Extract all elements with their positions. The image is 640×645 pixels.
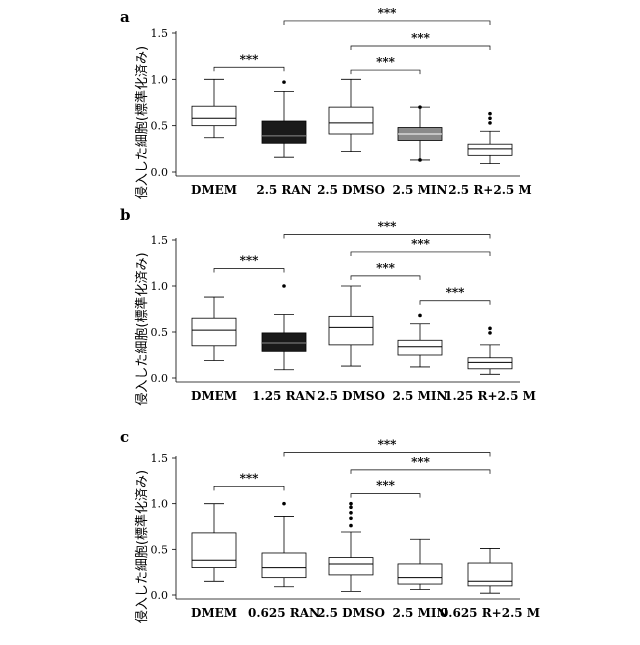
box-dmem — [192, 533, 236, 568]
significance-bracket — [351, 276, 420, 280]
significance-label: *** — [240, 254, 260, 268]
y-tick-label: 1.5 — [151, 27, 169, 40]
outlier-point — [282, 502, 286, 506]
outlier-point — [488, 116, 492, 120]
outlier-point — [418, 105, 422, 109]
outlier-point — [418, 158, 422, 162]
significance-bracket — [420, 301, 490, 305]
box-1-25-ran — [262, 333, 306, 351]
category-label: 1.25 RAN — [252, 389, 316, 403]
significance-bracket — [351, 46, 490, 50]
y-tick-label: 1.5 — [151, 234, 169, 247]
box-2-5-dmso — [329, 107, 373, 134]
significance-bracket — [351, 252, 490, 256]
significance-label: *** — [376, 261, 396, 275]
box-2-5-ran — [262, 121, 306, 143]
significance-bracket — [214, 486, 284, 490]
outlier-point — [349, 524, 353, 528]
y-tick-label: 0.5 — [151, 543, 169, 556]
significance-bracket — [214, 67, 284, 71]
y-tick-label: 0.0 — [151, 166, 169, 179]
category-label: 1.25 R+2.5 M — [444, 389, 536, 403]
significance-label: *** — [376, 479, 396, 493]
outlier-point — [488, 112, 492, 116]
box-dmem — [192, 318, 236, 346]
outlier-point — [349, 511, 353, 515]
significance-bracket — [214, 269, 284, 273]
significance-label: *** — [378, 438, 398, 452]
box-0-625-ran — [262, 553, 306, 578]
panel-letter-a: a — [120, 8, 130, 26]
box-2-5-min — [398, 340, 442, 355]
category-label: 2.5 DMSO — [317, 183, 385, 197]
outlier-point — [349, 516, 353, 520]
category-label: 0.625 RAN — [248, 606, 320, 620]
y-tick-label: 0.0 — [151, 372, 169, 385]
box-dmem — [192, 106, 236, 125]
category-label: 2.5 R+2.5 M — [448, 183, 531, 197]
significance-bracket — [284, 453, 490, 457]
y-axis-label: 侵入した細胞(標準化済み) — [134, 252, 150, 405]
significance-label: *** — [446, 286, 466, 300]
outlier-point — [349, 506, 353, 510]
outlier-point — [349, 502, 353, 506]
y-tick-label: 1.0 — [151, 280, 169, 293]
outlier-point — [282, 80, 286, 84]
significance-bracket — [351, 470, 490, 474]
significance-label: *** — [378, 219, 398, 233]
box-0-625-r-2-5-m — [468, 563, 512, 586]
category-label: 2.5 MIN — [393, 389, 448, 403]
box-2-5-r-2-5-m — [468, 144, 512, 155]
significance-label: *** — [240, 52, 260, 66]
category-label: DMEM — [191, 183, 237, 197]
outlier-point — [418, 314, 422, 318]
category-label: 2.5 MIN — [393, 183, 448, 197]
y-tick-label: 0.5 — [151, 120, 169, 133]
significance-label: *** — [378, 6, 398, 20]
y-tick-label: 1.0 — [151, 73, 169, 86]
y-tick-label: 0.5 — [151, 326, 169, 339]
panel-letter-c: c — [120, 428, 129, 446]
y-tick-label: 1.0 — [151, 498, 169, 511]
significance-bracket — [284, 234, 490, 238]
significance-label: *** — [411, 237, 431, 251]
outlier-point — [488, 121, 492, 125]
y-tick-label: 0.0 — [151, 589, 169, 602]
panel-letter-b: b — [120, 206, 131, 224]
outlier-point — [488, 331, 492, 335]
y-axis-label: 侵入した細胞(標準化済み) — [134, 46, 150, 199]
category-label: 2.5 RAN — [256, 183, 311, 197]
box-1-25-r-2-5-m — [468, 358, 512, 369]
significance-label: *** — [240, 471, 260, 485]
y-tick-label: 1.5 — [151, 452, 169, 465]
box-2-5-min — [398, 564, 442, 584]
category-label: 2.5 DMSO — [317, 606, 385, 620]
significance-label: *** — [376, 55, 396, 69]
significance-bracket — [284, 21, 490, 25]
significance-bracket — [351, 70, 420, 74]
significance-bracket — [351, 494, 420, 498]
category-label: 0.625 R+2.5 M — [440, 606, 540, 620]
significance-label: *** — [411, 455, 431, 469]
significance-label: *** — [411, 31, 431, 45]
box-2-5-dmso — [329, 316, 373, 345]
y-axis-label: 侵入した細胞(標準化済み) — [134, 470, 150, 623]
outlier-point — [488, 327, 492, 331]
category-label: DMEM — [191, 606, 237, 620]
box-2-5-dmso — [329, 558, 373, 575]
category-label: DMEM — [191, 389, 237, 403]
outlier-point — [282, 284, 286, 288]
category-label: 2.5 DMSO — [317, 389, 385, 403]
